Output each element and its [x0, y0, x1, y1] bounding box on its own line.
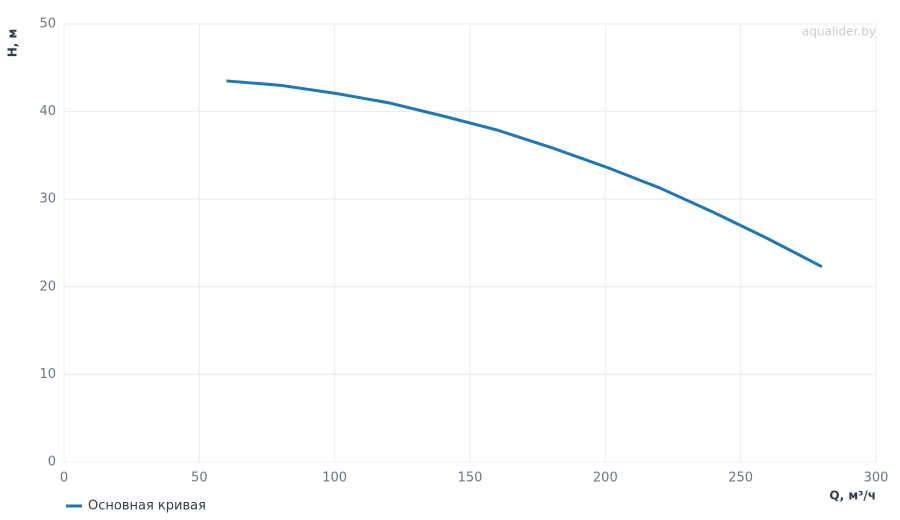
watermark: aqualider.by: [802, 25, 876, 39]
y-tick-label: 10: [39, 367, 56, 382]
series-line: [226, 79, 823, 268]
y-tick-label: 40: [39, 104, 56, 119]
legend-label: Основная кривая: [88, 499, 206, 514]
y-axis-label: H, м: [6, 29, 20, 58]
x-tick-label: 200: [593, 471, 618, 486]
x-tick-label: 250: [728, 471, 753, 486]
x-tick-label: 100: [322, 471, 347, 486]
y-tick-label: 50: [39, 17, 56, 32]
x-axis-label: Q, м³/ч: [829, 489, 876, 503]
x-tick-label: 150: [458, 471, 483, 486]
x-tick-label: 50: [191, 471, 208, 486]
y-tick-label: 30: [39, 192, 56, 207]
x-tick-label: 300: [864, 471, 889, 486]
x-tick-label: 0: [60, 471, 68, 486]
y-tick-label: 20: [39, 279, 56, 294]
y-tick-label: 0: [48, 455, 56, 470]
